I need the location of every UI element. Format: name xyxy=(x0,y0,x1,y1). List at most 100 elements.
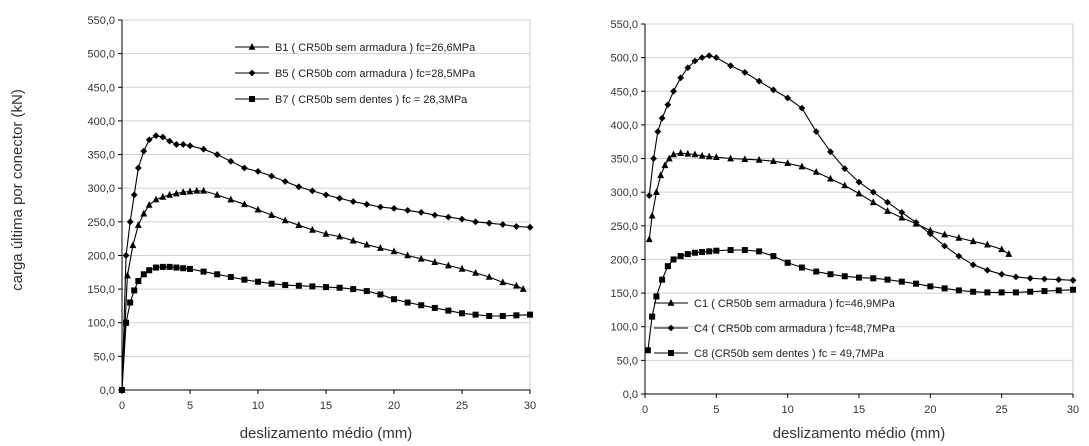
data-point xyxy=(445,261,452,269)
data-point xyxy=(955,233,963,241)
data-point xyxy=(713,247,720,254)
data-point xyxy=(134,221,142,228)
data-point xyxy=(1055,287,1062,294)
data-point xyxy=(727,247,734,254)
data-point xyxy=(727,154,734,162)
data-point xyxy=(827,174,834,182)
data-point xyxy=(145,136,153,144)
y-tick-label: 400,0 xyxy=(610,120,638,132)
series-line xyxy=(121,135,531,391)
data-point xyxy=(770,86,777,94)
data-point xyxy=(684,251,691,258)
y-tick-label: 300,0 xyxy=(87,183,115,195)
x-tick-label: 0 xyxy=(119,400,125,412)
data-point xyxy=(255,278,261,285)
data-point xyxy=(472,218,479,226)
data-point xyxy=(998,245,1006,253)
data-point xyxy=(268,280,275,287)
data-point xyxy=(213,151,221,158)
y-tick-label: 400,0 xyxy=(87,116,115,128)
data-point xyxy=(869,188,877,196)
data-point xyxy=(166,137,173,145)
data-point xyxy=(350,286,357,293)
data-point xyxy=(812,168,820,175)
data-point xyxy=(941,230,948,238)
data-point xyxy=(241,200,248,208)
data-point xyxy=(698,54,706,62)
data-point xyxy=(241,164,248,172)
legend-marker xyxy=(249,96,255,102)
data-point xyxy=(741,247,748,254)
data-point xyxy=(664,101,672,109)
x-tick-label: 25 xyxy=(456,400,468,412)
y-tick-label: 450,0 xyxy=(610,86,638,98)
y-tick-label: 300,0 xyxy=(610,187,638,199)
y-tick-label: 250,0 xyxy=(610,221,638,233)
data-point xyxy=(677,253,684,260)
data-point xyxy=(472,311,479,318)
data-point xyxy=(884,276,891,283)
data-point xyxy=(377,291,384,298)
data-point xyxy=(955,287,962,294)
data-point xyxy=(884,207,891,214)
data-point xyxy=(391,296,397,303)
data-point xyxy=(146,267,153,274)
x-tick-label: 10 xyxy=(782,404,794,416)
y-tick-label: 550,0 xyxy=(610,19,638,31)
data-point xyxy=(1012,273,1020,281)
data-point xyxy=(1027,288,1034,295)
data-point xyxy=(841,273,848,280)
data-point xyxy=(336,284,343,291)
data-point xyxy=(295,183,303,191)
data-point xyxy=(135,278,142,285)
data-point xyxy=(193,186,201,194)
data-point xyxy=(336,232,343,240)
data-point xyxy=(130,191,138,199)
data-point xyxy=(499,221,507,228)
data-point xyxy=(336,194,343,202)
data-point xyxy=(827,271,834,278)
data-point xyxy=(499,313,506,319)
y-tick-label: 450,0 xyxy=(87,82,115,94)
data-point xyxy=(145,201,153,208)
data-point xyxy=(119,387,125,393)
data-point xyxy=(527,311,533,318)
data-point xyxy=(127,299,134,306)
legend-entry: C4 ( CR50b com armadura ) fc=48,7MPa xyxy=(694,323,896,335)
x-axis-label: deslizamento médio (mm) xyxy=(240,425,413,442)
data-point xyxy=(418,302,425,309)
legend-entry: C8 (CR50b sem dentes ) fc = 49,7MPa xyxy=(694,348,885,360)
data-point xyxy=(677,74,685,82)
data-point xyxy=(648,211,656,219)
y-tick-label: 200,0 xyxy=(610,254,638,266)
data-point xyxy=(513,312,520,319)
data-point xyxy=(153,264,159,271)
data-point xyxy=(322,191,330,199)
data-point xyxy=(417,254,425,262)
data-point xyxy=(309,283,316,290)
data-point xyxy=(254,205,262,213)
y-tick-label: 0,0 xyxy=(623,389,638,401)
data-point xyxy=(227,273,234,280)
data-point xyxy=(1055,276,1063,284)
data-point xyxy=(213,190,221,198)
data-point xyxy=(126,218,134,226)
chart-left: 0,0 50,0 100,0 150,0 200,0 250,0 300,0 350,0 400… xyxy=(87,15,536,442)
data-point xyxy=(152,195,160,203)
data-point xyxy=(755,155,763,163)
data-point xyxy=(445,307,452,314)
series-line xyxy=(648,55,1074,281)
data-point xyxy=(691,57,699,65)
y-tick-label: 100,0 xyxy=(610,322,638,334)
data-point xyxy=(186,187,194,195)
data-point xyxy=(295,282,302,289)
data-point xyxy=(870,275,877,282)
data-point xyxy=(998,289,1005,296)
data-point xyxy=(706,248,713,255)
data-point xyxy=(186,142,194,150)
data-point xyxy=(970,288,977,295)
data-point xyxy=(727,62,734,70)
legend-marker xyxy=(667,299,675,306)
legend-entry: B7 ( CR50b sem dentes ) fc = 28,3MPa xyxy=(275,94,468,106)
data-point xyxy=(670,87,677,95)
